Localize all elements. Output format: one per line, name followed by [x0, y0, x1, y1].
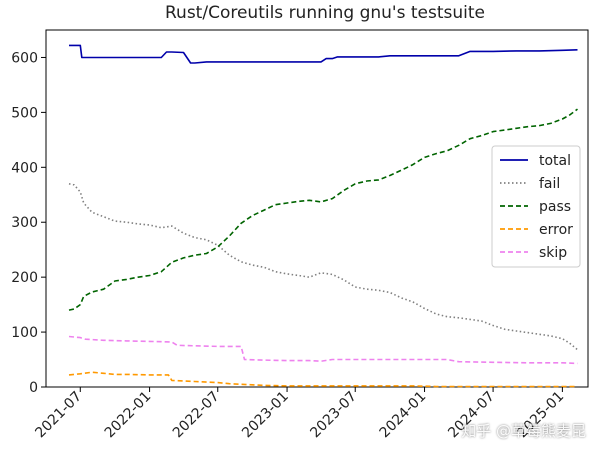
- y-tick-label: 100: [11, 325, 38, 341]
- x-tick-label: 2023-07: [307, 389, 360, 442]
- y-tick-label: 200: [11, 270, 38, 286]
- watermark: 知乎 @草莓熊麦昆: [461, 422, 586, 440]
- axes-layer: 0 100 200 300 400 500 600 2021-07 2022-01 2022-07…: [11, 50, 567, 441]
- y-tick-label: 400: [11, 160, 38, 176]
- chart-title: Rust/Coreutils running gnu's testsuite: [165, 3, 485, 23]
- x-tick-label: 2024-01: [377, 389, 430, 442]
- legend-label-skip: skip: [539, 245, 567, 261]
- y-tick-label: 500: [11, 105, 38, 121]
- x-tick-label: 2022-01: [102, 389, 155, 442]
- series-line-pass: [68, 108, 578, 311]
- legend-label-pass: pass: [539, 199, 571, 215]
- legend: total fail pass error skip: [491, 145, 581, 268]
- plot-area: [45, 29, 589, 388]
- series-layer: [68, 44, 579, 388]
- y-tick-label: 600: [11, 50, 38, 66]
- series-line-error: [68, 371, 578, 388]
- legend-label-total: total: [539, 153, 571, 169]
- plot-frame: [45, 29, 589, 388]
- x-tick-label: 2022-07: [170, 389, 223, 442]
- y-tick-label: 300: [11, 215, 38, 231]
- legend-label-error: error: [539, 222, 573, 238]
- legend-frame: [491, 145, 581, 268]
- legend-label-fail: fail: [539, 176, 560, 192]
- series-line-skip: [68, 335, 578, 365]
- x-tick-label: 2021-07: [32, 389, 85, 442]
- series-line-total: [69, 44, 578, 64]
- series-line-fail: [68, 183, 579, 351]
- y-tick-label: 0: [29, 380, 38, 396]
- x-tick-label: 2023-01: [239, 389, 292, 442]
